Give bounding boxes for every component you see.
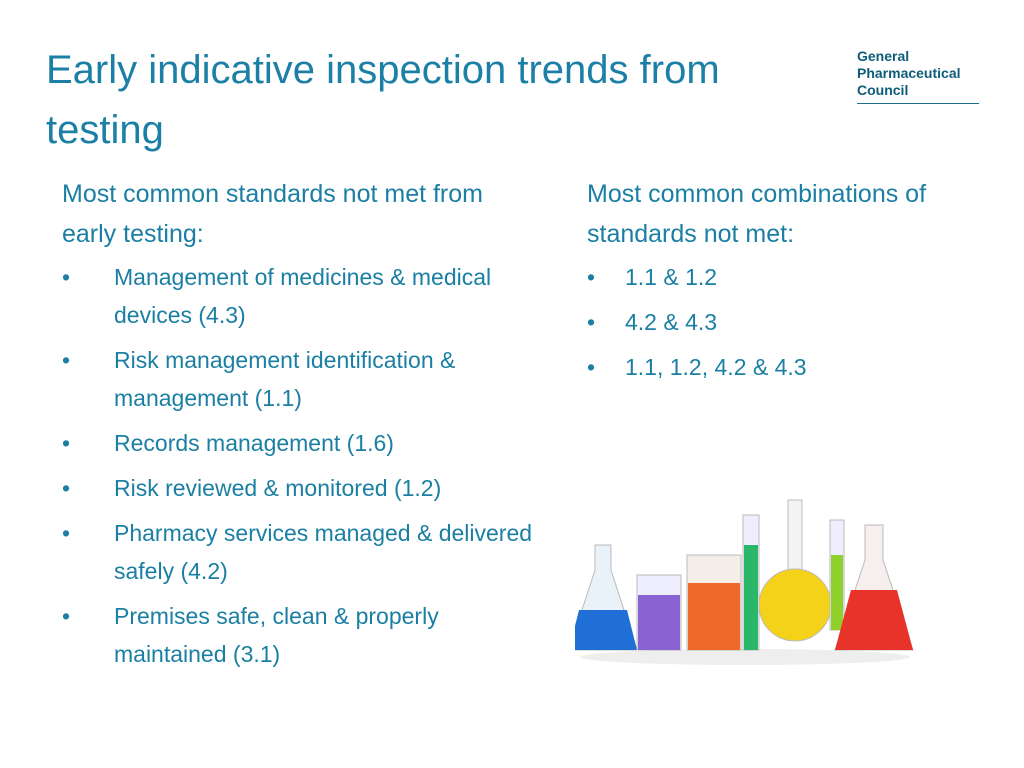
bullet-item: • Records management (1.6) bbox=[62, 424, 542, 462]
bullet-item: • Management of medicines & medical devic… bbox=[62, 258, 542, 334]
bullet-text: 4.2 & 4.3 bbox=[625, 309, 718, 335]
bullet-item: • 1.1 & 1.2 bbox=[587, 258, 1007, 296]
logo-line: General bbox=[857, 48, 910, 64]
logo-line: Council bbox=[857, 82, 909, 98]
bullet-list: • Management of medicines & medical devic… bbox=[62, 258, 542, 673]
bullet: • bbox=[62, 347, 71, 373]
bullet-item: • Pharmacy services managed & delivered s… bbox=[62, 514, 542, 590]
right-column: Most common combinations of standards no… bbox=[587, 174, 1007, 393]
liquid bbox=[575, 610, 637, 650]
liquid bbox=[835, 590, 913, 650]
bullet-text: 1.1 & 1.2 bbox=[625, 264, 718, 290]
bullet-text: Risk reviewed & monitored (1.2) bbox=[114, 475, 442, 501]
bullet-item: • Premises safe, clean & properly maintai… bbox=[62, 597, 542, 673]
bullet-text: Management of medicines & medical device… bbox=[114, 264, 492, 328]
bullet: • bbox=[587, 264, 596, 290]
logo-line: Pharmaceutical bbox=[857, 65, 961, 81]
bullet: • bbox=[587, 309, 596, 335]
left-column: Most common standards not met from early… bbox=[62, 174, 542, 680]
flask-neck bbox=[787, 499, 803, 571]
liquid bbox=[688, 583, 740, 650]
bullet-item: • Risk management identification & manage… bbox=[62, 341, 542, 417]
bullet: • bbox=[587, 354, 596, 380]
bullet: • bbox=[62, 520, 71, 546]
lab-glassware-image bbox=[575, 499, 914, 665]
bullet-item: • Risk reviewed & monitored (1.2) bbox=[62, 469, 542, 507]
shadow bbox=[580, 649, 910, 665]
bullet: • bbox=[62, 430, 71, 456]
bullet-item: • 4.2 & 4.3 bbox=[587, 303, 1007, 341]
bullet-item: • 1.1, 1.2, 4.2 & 4.3 bbox=[587, 348, 1007, 386]
bullet-text: Pharmacy services managed & delivered sa… bbox=[114, 520, 533, 584]
logo: General Pharmaceutical Council bbox=[857, 48, 979, 104]
bullet-text: Records management (1.6) bbox=[114, 430, 394, 456]
slide-title: Early indicative inspection trends from … bbox=[46, 48, 720, 152]
bullet-text: Risk management identification & managem… bbox=[114, 347, 456, 411]
round-flask bbox=[758, 568, 832, 642]
liquid bbox=[831, 555, 843, 630]
column-heading: Most common standards not met from early… bbox=[62, 180, 483, 248]
liquid bbox=[638, 595, 680, 650]
bullet-text: Premises safe, clean & properly maintain… bbox=[114, 603, 439, 667]
bullet: • bbox=[62, 264, 71, 290]
liquid bbox=[744, 545, 758, 650]
bullet-text: 1.1, 1.2, 4.2 & 4.3 bbox=[625, 354, 807, 380]
bullet: • bbox=[62, 603, 71, 629]
column-heading: Most common combinations of standards no… bbox=[587, 180, 927, 248]
bullet-list: • 1.1 & 1.2 • 4.2 & 4.3 • 1.1, 1.2, 4.2 & 4.3 bbox=[587, 258, 1007, 386]
bullet: • bbox=[62, 475, 71, 501]
